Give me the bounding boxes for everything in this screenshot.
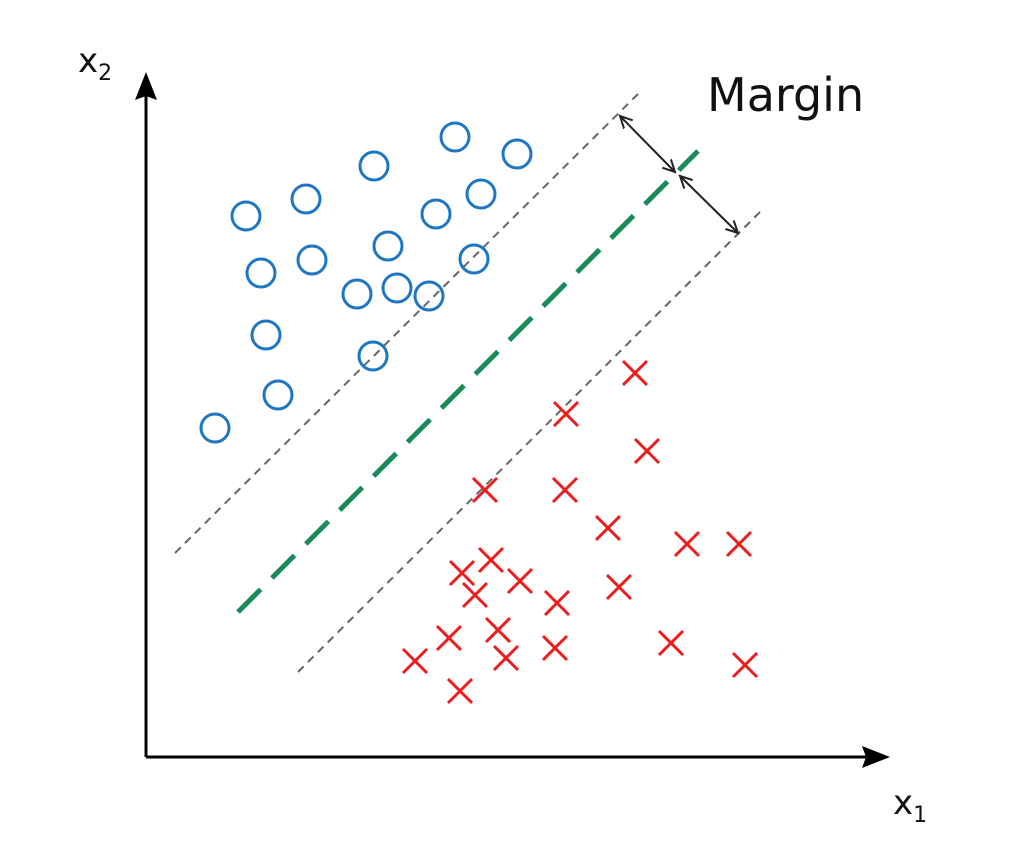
cross-point bbox=[541, 634, 569, 662]
circle-point bbox=[358, 150, 390, 182]
upper-margin-line bbox=[174, 91, 641, 554]
cross-point bbox=[725, 530, 753, 558]
circle-point bbox=[262, 379, 294, 411]
x-axis-label-sub: 1 bbox=[913, 803, 928, 828]
cross-point bbox=[551, 476, 579, 504]
cross-point bbox=[435, 624, 463, 652]
cross-point bbox=[633, 437, 661, 465]
y-axis-arrowhead bbox=[135, 72, 157, 100]
class-cross-points bbox=[401, 359, 759, 705]
cross-point bbox=[657, 629, 685, 657]
y-axis-label-sub: 2 bbox=[98, 61, 113, 86]
circle-point bbox=[501, 138, 533, 170]
lower-margin-line bbox=[297, 208, 764, 673]
circle-point bbox=[199, 412, 231, 444]
x-axis-label-base: x bbox=[893, 783, 914, 823]
cross-point bbox=[543, 589, 571, 617]
cross-point bbox=[673, 530, 701, 558]
class-circle-points bbox=[199, 121, 533, 444]
circle-point bbox=[372, 230, 404, 262]
cross-point bbox=[731, 651, 759, 679]
circle-point bbox=[458, 243, 490, 275]
circle-point bbox=[296, 244, 328, 276]
circle-point bbox=[341, 278, 373, 310]
cross-point bbox=[594, 514, 622, 542]
circle-point bbox=[357, 340, 389, 372]
cross-point bbox=[506, 567, 534, 595]
circle-point bbox=[420, 198, 452, 230]
cross-point bbox=[446, 677, 474, 705]
cross-point bbox=[621, 359, 649, 387]
circle-point bbox=[250, 319, 282, 351]
x-axis-arrowhead bbox=[862, 746, 890, 768]
circle-point bbox=[439, 121, 471, 153]
margin-arrow-lower bbox=[680, 176, 738, 233]
cross-point bbox=[605, 573, 633, 601]
separating-hyperplane bbox=[236, 149, 700, 614]
cross-point bbox=[461, 581, 489, 609]
x-axis-label: x1 bbox=[893, 786, 927, 833]
cross-point bbox=[552, 400, 580, 428]
circle-point bbox=[381, 272, 413, 304]
cross-point bbox=[477, 546, 505, 574]
circle-point bbox=[290, 183, 322, 215]
circle-point bbox=[245, 257, 277, 289]
y-axis-label: x2 bbox=[78, 44, 112, 91]
circle-point bbox=[413, 280, 445, 312]
margin-arrow-upper bbox=[620, 116, 675, 172]
cross-point bbox=[471, 476, 499, 504]
y-axis-label-base: x bbox=[78, 41, 99, 81]
circle-point bbox=[465, 178, 497, 210]
cross-point bbox=[484, 616, 512, 644]
margin-label: Margin bbox=[707, 68, 865, 122]
cross-point bbox=[401, 647, 429, 675]
cross-point bbox=[492, 644, 520, 672]
circle-point bbox=[230, 200, 262, 232]
cross-point bbox=[448, 559, 476, 587]
